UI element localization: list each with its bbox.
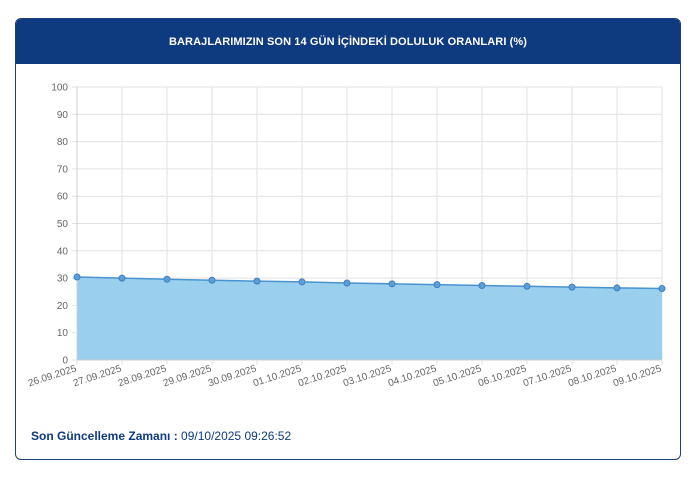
x-tick-label: 07.10.2025 (522, 363, 573, 389)
y-tick-label: 100 (51, 83, 68, 94)
y-tick-label: 80 (57, 137, 69, 148)
y-tick-label: 40 (57, 246, 69, 257)
y-tick-label: 70 (57, 164, 69, 175)
data-point (433, 281, 441, 289)
x-tick-label: 08.10.2025 (567, 363, 618, 389)
y-tick-label: 30 (57, 274, 69, 285)
series-line (76, 276, 663, 290)
area-series (76, 276, 663, 360)
data-point (73, 273, 81, 281)
y-tick-label: 60 (57, 192, 69, 203)
data-point (208, 276, 216, 284)
data-point (298, 278, 306, 286)
last-update-label: Son Güncelleme Zamanı : (31, 429, 178, 443)
data-point (523, 282, 531, 290)
x-tick-label: 05.10.2025 (432, 363, 483, 389)
y-tick-label: 0 (62, 356, 68, 367)
x-tick-label: 30.09.2025 (207, 363, 258, 389)
x-tick-label: 09.10.2025 (612, 363, 663, 389)
data-point (388, 280, 396, 288)
chart-card: BARAJLARIMIZIN SON 14 GÜN İÇİNDEKİ DOLUL… (15, 18, 681, 460)
area-fill (77, 277, 662, 360)
x-tick-label: 26.09.2025 (27, 363, 78, 389)
x-tick-label: 28.09.2025 (117, 363, 168, 389)
y-tick-label: 10 (57, 328, 69, 339)
data-point (118, 274, 126, 282)
last-update: Son Güncelleme Zamanı : 09/10/2025 09:26… (31, 429, 291, 443)
y-tick-label: 50 (57, 219, 69, 230)
last-update-value: 09/10/2025 09:26:52 (181, 429, 292, 443)
y-tick-label: 90 (57, 110, 69, 121)
x-tick-label: 06.10.2025 (477, 363, 528, 389)
data-point (658, 284, 666, 292)
chart-area: 0 10 20 30 40 50 60 70 80 90 100 26.09.2025 27.09.2… (16, 19, 680, 459)
x-tick-label: 03.10.2025 (342, 363, 393, 389)
data-point (478, 281, 486, 289)
data-point (343, 279, 351, 287)
x-tick-label: 01.10.2025 (252, 363, 303, 389)
x-axis-labels: 26.09.202527.09.202528.09.202529.09.2025… (27, 363, 663, 389)
x-tick-label: 27.09.2025 (72, 363, 123, 389)
y-tick-label: 20 (57, 301, 69, 312)
data-point (613, 284, 621, 292)
x-tick-label: 02.10.2025 (297, 363, 348, 389)
fill-rate-chart: 0 10 20 30 40 50 60 70 80 90 100 26.09.202527.09.2… (27, 83, 666, 389)
chart-title: BARAJLARIMIZIN SON 14 GÜN İÇİNDEKİ DOLUL… (168, 35, 528, 48)
axes (76, 87, 662, 361)
x-tick-label: 29.09.2025 (162, 363, 213, 389)
card-header: BARAJLARIMIZIN SON 14 GÜN İÇİNDEKİ DOLUL… (16, 19, 680, 64)
data-point (253, 277, 261, 285)
data-point (568, 283, 576, 291)
x-tick-label: 04.10.2025 (387, 363, 438, 389)
data-point (163, 275, 171, 283)
y-axis-labels: 0 10 20 30 40 50 60 70 80 90 100 (51, 83, 68, 367)
data-points (73, 273, 666, 292)
